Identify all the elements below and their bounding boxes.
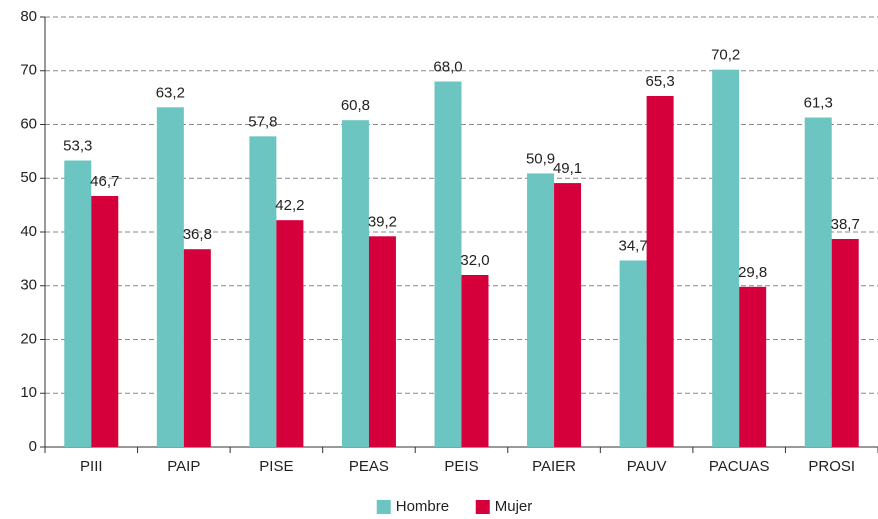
legend-swatch [475,500,490,514]
legend-label: Hombre [396,498,449,515]
bar [183,249,211,447]
y-tick-label: 50 [20,169,37,186]
y-tick-label: 70 [20,62,37,79]
bar [831,238,859,447]
value-label: 34,7 [619,237,648,254]
value-label: 53,3 [63,137,92,154]
legend-label: Mujer [495,498,533,515]
bar [712,69,740,448]
value-label: 60,8 [341,97,370,114]
value-label: 61,3 [804,94,833,111]
legend-swatch [376,500,391,514]
bar [368,236,396,447]
x-tick-label: PIII [80,458,103,475]
bar [739,286,767,447]
bar [64,160,92,447]
value-label: 50,9 [526,150,555,167]
y-tick-label: 30 [20,277,37,294]
bar [554,183,582,447]
x-tick-label: PAUV [627,458,667,475]
value-label: 57,8 [248,113,277,130]
bar [249,136,277,447]
value-label: 42,2 [275,197,304,214]
value-label: 49,1 [553,160,582,177]
bar [276,220,304,447]
value-label: 38,7 [831,216,860,233]
x-tick-label: PROSI [808,458,855,475]
bar [619,260,647,447]
value-label: 63,2 [156,84,185,101]
bar [434,81,462,447]
value-label: 36,8 [183,226,212,243]
value-label: 39,2 [368,213,397,230]
x-tick-label: PISE [259,458,293,475]
y-tick-label: 40 [20,223,37,240]
bar [341,120,369,447]
x-tick-label: PAIER [532,458,576,475]
bar [91,195,119,447]
bar [527,173,555,447]
value-label: 70,2 [711,47,740,64]
x-tick-label: PACUAS [709,458,770,475]
value-label: 29,8 [738,264,767,281]
x-tick-label: PEAS [349,458,389,475]
bar [646,96,674,447]
y-tick-label: 10 [20,384,37,401]
x-tick-label: PEIS [444,458,478,475]
y-tick-label: 60 [20,115,37,132]
value-label: 68,0 [433,58,462,75]
y-tick-label: 80 [20,8,37,25]
bar [156,107,184,448]
bar [804,117,832,447]
value-label: 65,3 [646,73,675,90]
y-tick-label: 20 [20,330,37,347]
value-label: 46,7 [90,173,119,190]
y-tick-label: 0 [29,438,37,455]
value-label: 32,0 [460,252,489,269]
bar [461,275,489,447]
x-tick-label: PAIP [167,458,200,475]
